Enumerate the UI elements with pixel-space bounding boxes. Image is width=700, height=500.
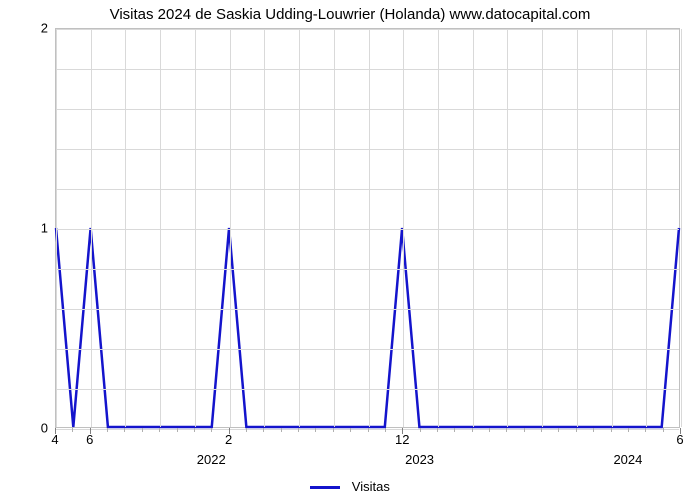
- grid-line-h: [56, 309, 679, 310]
- chart-title: Visitas 2024 de Saskia Udding-Louwrier (…: [0, 6, 700, 23]
- grid-line-v: [195, 29, 196, 427]
- x-tick-label: 6: [86, 432, 93, 447]
- grid-line-h: [56, 149, 679, 150]
- grid-line-v: [264, 29, 265, 427]
- data-line: [56, 29, 679, 427]
- x-minor-tick: [420, 428, 421, 432]
- x-year-label: 2022: [197, 452, 226, 467]
- x-tick: [55, 428, 56, 434]
- x-minor-tick: [194, 428, 195, 432]
- x-minor-tick: [437, 428, 438, 432]
- y-tick-label: 0: [8, 421, 48, 436]
- x-minor-tick: [350, 428, 351, 432]
- grid-line-v: [369, 29, 370, 427]
- x-minor-tick: [333, 428, 334, 432]
- grid-line-v: [160, 29, 161, 427]
- x-tick-label: 4: [51, 432, 58, 447]
- x-minor-tick: [368, 428, 369, 432]
- y-tick-label: 2: [8, 21, 48, 36]
- grid-line-v: [403, 29, 404, 427]
- grid-line-h: [56, 29, 679, 30]
- grid-line-v: [299, 29, 300, 427]
- x-minor-tick: [541, 428, 542, 432]
- x-year-label: 2024: [613, 452, 642, 467]
- x-minor-tick: [159, 428, 160, 432]
- x-minor-tick: [558, 428, 559, 432]
- x-minor-tick: [246, 428, 247, 432]
- grid-line-v: [542, 29, 543, 427]
- x-minor-tick: [628, 428, 629, 432]
- x-minor-tick: [472, 428, 473, 432]
- x-minor-tick: [72, 428, 73, 432]
- grid-line-v: [612, 29, 613, 427]
- grid-line-h: [56, 69, 679, 70]
- grid-line-v: [56, 29, 57, 427]
- grid-line-v: [681, 29, 682, 427]
- legend: Visitas: [0, 479, 700, 494]
- x-minor-tick: [593, 428, 594, 432]
- x-minor-tick: [177, 428, 178, 432]
- grid-line-v: [646, 29, 647, 427]
- x-tick-label: 6: [676, 432, 683, 447]
- grid-line-v: [507, 29, 508, 427]
- x-tick: [680, 428, 681, 434]
- x-tick-label: 12: [395, 432, 409, 447]
- x-year-label: 2023: [405, 452, 434, 467]
- grid-line-v: [230, 29, 231, 427]
- x-tick-label: 2: [225, 432, 232, 447]
- grid-line-h: [56, 109, 679, 110]
- x-minor-tick: [506, 428, 507, 432]
- grid-line-v: [473, 29, 474, 427]
- x-minor-tick: [211, 428, 212, 432]
- x-minor-tick: [489, 428, 490, 432]
- x-minor-tick: [611, 428, 612, 432]
- plot-area: [55, 28, 680, 428]
- grid-line-h: [56, 189, 679, 190]
- grid-line-h: [56, 269, 679, 270]
- x-minor-tick: [142, 428, 143, 432]
- grid-line-v: [334, 29, 335, 427]
- grid-line-v: [125, 29, 126, 427]
- x-tick: [229, 428, 230, 434]
- x-minor-tick: [385, 428, 386, 432]
- x-minor-tick: [263, 428, 264, 432]
- legend-label: Visitas: [352, 479, 390, 494]
- grid-line-v: [438, 29, 439, 427]
- legend-swatch: [310, 486, 340, 489]
- x-minor-tick: [524, 428, 525, 432]
- x-minor-tick: [315, 428, 316, 432]
- x-minor-tick: [107, 428, 108, 432]
- x-tick: [90, 428, 91, 434]
- x-minor-tick: [576, 428, 577, 432]
- x-minor-tick: [298, 428, 299, 432]
- grid-line-h: [56, 389, 679, 390]
- x-minor-tick: [663, 428, 664, 432]
- grid-line-h: [56, 229, 679, 230]
- x-tick: [402, 428, 403, 434]
- x-minor-tick: [645, 428, 646, 432]
- x-minor-tick: [454, 428, 455, 432]
- grid-line-h: [56, 349, 679, 350]
- x-minor-tick: [124, 428, 125, 432]
- grid-line-v: [577, 29, 578, 427]
- visits-chart: Visitas 2024 de Saskia Udding-Louwrier (…: [0, 0, 700, 500]
- grid-line-v: [91, 29, 92, 427]
- x-minor-tick: [281, 428, 282, 432]
- y-tick-label: 1: [8, 221, 48, 236]
